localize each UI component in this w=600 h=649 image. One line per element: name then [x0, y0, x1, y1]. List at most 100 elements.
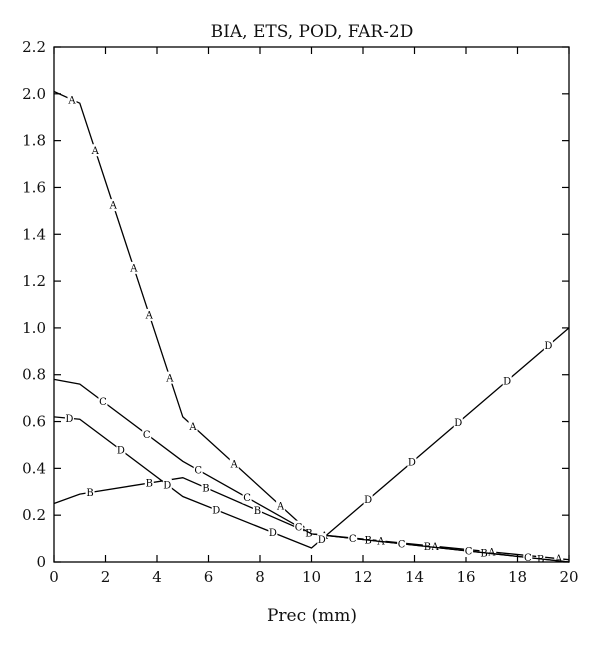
- series-marker: B: [364, 536, 371, 547]
- series-marker: C: [349, 534, 357, 545]
- series-marker: D: [65, 414, 73, 425]
- x-tick-label: 14: [405, 568, 424, 586]
- marker-bg: [276, 499, 286, 512]
- marker-bg: [67, 93, 77, 106]
- x-axis-label: Prec (mm): [267, 606, 357, 626]
- y-tick-label: 0.8: [22, 366, 46, 384]
- marker-bg: [108, 199, 118, 212]
- series-marker: A: [165, 373, 174, 384]
- marker-bg: [502, 374, 512, 387]
- series-c: C C C C C C C C C: [53, 378, 570, 564]
- marker-bg: [144, 308, 154, 321]
- series-line-d: [53, 327, 570, 549]
- marker-bg: [317, 533, 327, 546]
- marker-bg: [64, 412, 74, 425]
- marker-bg: [554, 552, 564, 565]
- marker-bg: [116, 444, 126, 457]
- series-marker: C: [524, 553, 532, 564]
- marker-bg: [142, 428, 152, 441]
- series-marker: B: [146, 479, 153, 490]
- series-marker: A: [129, 263, 138, 274]
- y-tick-label: 1.0: [22, 319, 46, 337]
- series-marker: B: [254, 506, 261, 517]
- marker-bg: [90, 144, 100, 157]
- marker-bg: [201, 481, 211, 494]
- series-line-a: [53, 90, 570, 561]
- ticks-layer: 0 2 4 6 8 10 12 14 16 18 20 0 0.2 0.4 0.6 0.8 1.0 1.2 1.4 1…: [22, 38, 578, 586]
- marker-bg: [407, 456, 417, 469]
- series-marker: C: [465, 547, 473, 558]
- y-tick-label: 2.2: [22, 38, 46, 56]
- series-marker: A: [276, 501, 285, 512]
- y-tick-label: 0.2: [22, 506, 46, 524]
- marker-bg: [165, 371, 175, 384]
- marker-bg: [85, 486, 95, 499]
- series-marker: D: [544, 341, 552, 352]
- series-marker: A: [109, 201, 118, 212]
- marker-bg: [348, 532, 358, 545]
- marker-bg: [242, 491, 252, 504]
- marker-bg: [144, 477, 154, 490]
- series-marker: D: [454, 418, 462, 429]
- series-marker: D: [503, 376, 511, 387]
- marker-bg: [363, 493, 373, 506]
- series-marker: B: [305, 528, 312, 539]
- series-marker: C: [295, 522, 303, 533]
- series-marker: B: [202, 483, 209, 494]
- series-marker: A: [188, 422, 197, 433]
- marker-bg: [397, 537, 407, 550]
- marker-bg: [188, 420, 198, 433]
- marker-bg: [523, 551, 533, 564]
- marker-bg: [129, 261, 139, 274]
- x-tick-label: 18: [508, 568, 527, 586]
- series-marker: D: [163, 480, 171, 491]
- series-d: D D D D D D D D D D D: [53, 327, 570, 549]
- series-marker: D: [212, 505, 220, 516]
- x-tick-label: 10: [302, 568, 321, 586]
- series-a: AAAAAAAAAAAAAA: [53, 90, 570, 565]
- marker-bg: [294, 520, 304, 533]
- marker-bg: [430, 540, 440, 553]
- x-tick-label: 8: [255, 568, 265, 586]
- y-tick-label: 1.6: [22, 178, 46, 196]
- marker-bg: [464, 545, 474, 558]
- series-marker: B: [537, 555, 544, 566]
- series-marker: C: [398, 539, 406, 550]
- series-marker: C: [143, 430, 151, 441]
- y-tick-label: 1.4: [22, 225, 46, 243]
- plot-frame: [53, 46, 570, 563]
- series-marker: A: [145, 311, 154, 322]
- marker-bg: [193, 464, 203, 477]
- marker-bg: [487, 545, 497, 558]
- marker-bg: [543, 339, 553, 352]
- marker-bg: [98, 395, 108, 408]
- x-tick-label: 6: [204, 568, 214, 586]
- chart-title: BIA, ETS, POD, FAR-2D: [211, 22, 414, 42]
- series-marker: C: [243, 493, 251, 504]
- x-tick-label: 20: [559, 568, 578, 586]
- x-tick-label: 12: [353, 568, 372, 586]
- series-marker: B: [86, 488, 93, 499]
- y-tick-label: 1.2: [22, 272, 46, 290]
- marker-bg: [211, 503, 221, 516]
- series-layer: AAAAAAAAAAAAAABBBBBBBBBCCCCCCCCCDDDDDDDD…: [53, 90, 570, 566]
- y-tick-label: 2.0: [22, 85, 46, 103]
- series-marker: B: [480, 548, 487, 559]
- series-marker: D: [269, 528, 277, 539]
- marker-bg: [268, 526, 278, 539]
- y-tick-label: 1.8: [22, 132, 46, 150]
- x-tick-label: 4: [152, 568, 162, 586]
- marker-bg: [162, 478, 172, 491]
- marker-bg: [453, 416, 463, 429]
- series-marker: A: [67, 95, 76, 106]
- x-tick-label: 0: [49, 568, 59, 586]
- series-marker: C: [194, 466, 202, 477]
- x-tick-label: 2: [101, 568, 111, 586]
- series-marker: D: [318, 535, 326, 546]
- series-marker: B: [424, 542, 431, 553]
- y-tick-label: 0.4: [22, 459, 46, 477]
- series-marker: A: [554, 554, 563, 565]
- series-marker: D: [408, 458, 416, 469]
- series-marker: A: [230, 459, 239, 470]
